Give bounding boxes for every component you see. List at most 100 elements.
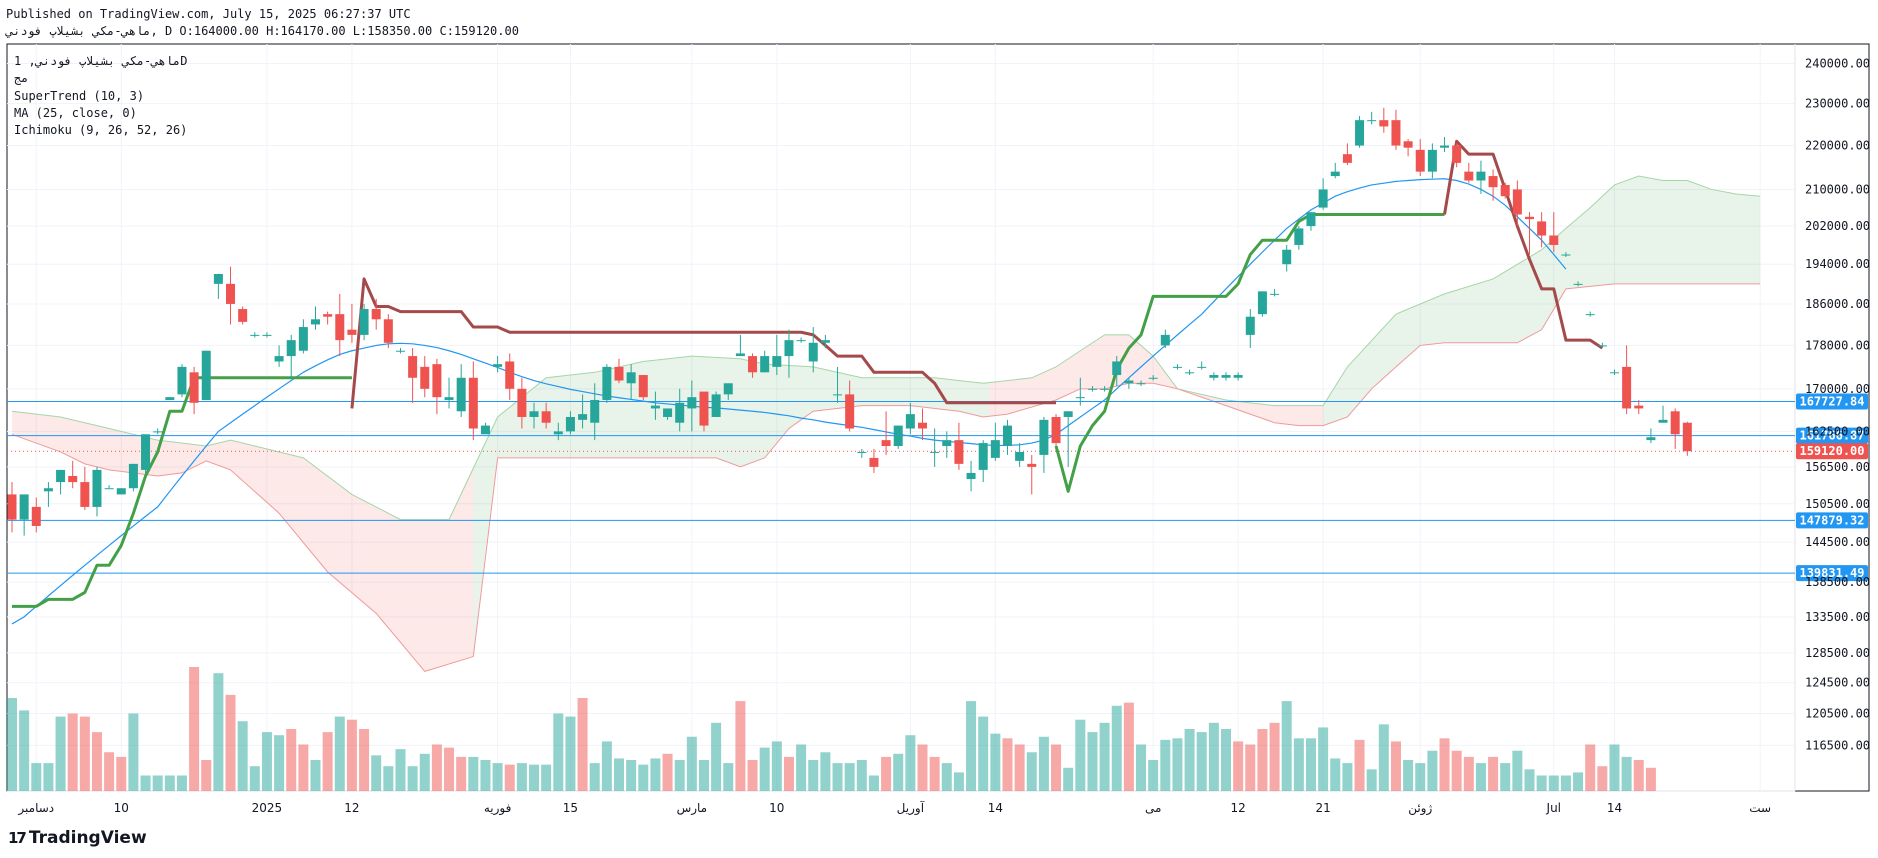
candle-body [1476,171,1486,181]
volume-bar [1221,729,1231,791]
volume-bar [1597,766,1608,791]
volume-bar [650,758,661,791]
candle-body [626,372,636,384]
candle-body [286,340,296,357]
candle-body [1549,235,1559,245]
volume-bar [638,764,649,791]
volume-bar [1390,741,1401,791]
ichimoku-cloud-area [473,356,990,657]
volume-bar [601,741,612,791]
volume-bar [213,673,224,791]
time-tick-label: 2025 [252,801,283,815]
volume-bar [941,763,952,791]
time-axis[interactable]: دسامبر 10 2025 12 فوريه 15 مارس 10 آوريل 14 مى 12 21… [17,800,1771,816]
candle-body [1367,120,1377,122]
candle-body [869,457,879,467]
volume-bar [1087,732,1098,791]
volume-bar [1160,739,1171,791]
time-tick-label: آوريل [897,800,925,816]
brand-logo[interactable]: 17 TradingView [8,828,147,848]
candle-body [1488,176,1498,188]
candle-body [1525,216,1534,220]
volume-bar [1123,702,1134,791]
legend-supertrend[interactable]: SuperTrend (10, 3) [14,89,145,103]
volume-bar [31,763,42,791]
candle-body [1379,120,1389,127]
candle-body [31,506,41,526]
volume-bar [771,741,782,791]
volume-bar [1475,763,1486,791]
volume-bar [1208,722,1219,791]
candle-body [189,372,199,403]
time-tick-label: 10 [769,801,784,815]
horizontal-lines[interactable]: 167727.84 161766.87 147879.32 139831.49 1591… [7,393,1868,582]
candle-body [1160,334,1170,346]
volume-bar [7,698,17,791]
candle-body [1609,372,1619,374]
candle-body [335,314,345,341]
volume-bar [128,713,139,791]
price-axis[interactable]: 116500.00 120500.00 124500.00 128500.00 1335… [1805,56,1870,752]
candle-body [1500,184,1510,197]
legend-ichimoku[interactable]: Ichimoku (9, 26, 52, 26) [14,123,188,137]
candle-body [408,356,418,378]
candle-body [784,340,794,357]
candle-body [201,350,211,400]
volume-bar [310,760,321,791]
candle-body [1257,291,1267,315]
hline-price-label: 167727.84 [1799,395,1864,409]
volume-bar [1633,760,1644,791]
volume-bar [346,719,357,791]
volume-bar [1051,744,1062,791]
legend-symbol[interactable]: ماهي-مكي بشيلاپ فودني, 1D [14,54,188,68]
candle-body [602,366,612,400]
candle-body [1063,411,1073,417]
volume-bar [1354,739,1365,791]
candle-body [1585,314,1595,316]
hline-price-label: 139831.49 [1799,566,1864,580]
volume-bar [735,701,746,791]
candle-body [420,366,430,389]
last-price-tag [1796,443,1868,460]
candle-body [529,411,539,417]
candle-body [517,388,527,417]
candle-body [1512,189,1522,215]
volume-bar [917,744,928,791]
price-tick-label: 116500.00 [1805,738,1870,752]
price-tick-label: 156500.00 [1805,460,1870,474]
volume-bar [796,744,807,791]
legend-ma[interactable]: MA (25, close, 0) [14,106,137,120]
volume-bar [614,758,624,791]
candle-body [116,488,126,495]
volume-bar [67,713,78,791]
candle-body [153,431,163,433]
volume-bar [1318,727,1329,791]
volume-bar [783,756,794,791]
volume-bar [116,756,127,791]
volume-bar [1233,741,1244,791]
volume-bar [868,775,879,791]
candle-body [1427,149,1437,172]
price-tick-label: 186000.00 [1805,297,1870,311]
candle-body [19,494,29,520]
candle-body [796,340,806,342]
candle-body [1634,405,1644,409]
ichimoku-span-a [11,175,1761,521]
candle-body [56,469,66,483]
time-tick-label: فوريه [484,801,512,816]
candle-body [213,273,223,284]
candle-body [1464,171,1474,181]
volume-bar [565,716,576,791]
volume-bars [7,667,1656,791]
volume-bar [808,760,819,791]
volume-bar [1609,744,1620,791]
last-price-label: 159120.00 [1799,444,1864,458]
volume-bar [140,775,151,791]
candle-body [1415,149,1425,172]
ichimoku-cloud-area [1323,176,1761,426]
candle-body [1646,437,1656,441]
candle-body [383,319,393,343]
candle-body [820,340,830,343]
volume-bar [1500,763,1511,791]
